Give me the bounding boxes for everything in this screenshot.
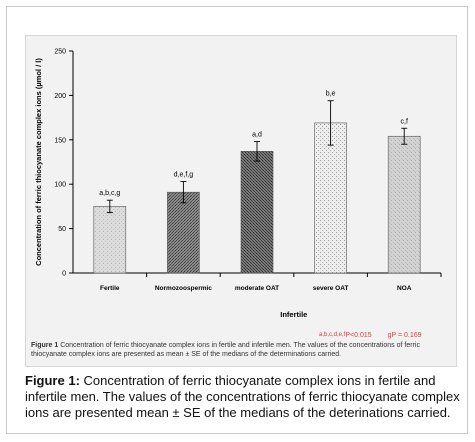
inner-caption-label: Figure 1 [31,342,59,349]
significance-a: P<0.015 [345,332,372,339]
bar-annotation-1: d,e,f,g [174,172,194,179]
y-tick-label: 50 [58,226,66,233]
significance-legend: a,b,c,d,e,fP<0.015 gP = 0.169 [319,331,422,340]
y-tick-label: 0 [62,271,66,278]
bar-annotation-4: c,f [401,118,408,125]
main-caption-label: Figure 1: [25,373,80,388]
figure-frame: 0 50 100 150 200 250 Concentration of ferric t… [6,6,468,434]
y-tick-label: 250 [54,49,66,56]
main-caption-text: Concentration of ferric thiocyanate comp… [25,373,460,420]
x-tick-label-0: Fertile [100,285,120,292]
y-tick-label: 100 [54,182,66,189]
x-tick-label-3: severe OAT [313,285,349,292]
bar-2 [240,151,274,274]
x-tick-label-1: Normozoospermic [155,285,212,292]
group-label: Infertile [280,310,307,319]
x-tick-label-2: moderate OAT [235,285,279,292]
bar-chart: 0 50 100 150 200 250 Concentration of ferric t… [34,49,442,319]
y-tick-label: 150 [54,137,66,144]
bar-annotation-2: a,d [252,132,262,139]
main-caption: Figure 1: Concentration of ferric thiocy… [25,373,465,421]
bar-annotation-0: a,b,c,g [99,190,120,197]
inner-caption: Figure 1 Concentration of ferric thiocya… [31,341,455,359]
bar-4 [387,135,421,274]
bar-0 [93,206,127,274]
significance-b: gP = 0.169 [387,332,422,339]
y-tick-label: 200 [54,93,66,100]
bar-3 [314,122,347,274]
significance-prefix: a,b,c,d,e,f [319,332,346,338]
inner-caption-text: Concentration of ferric thiocyanate comp… [31,342,420,358]
bar-annotation-3: b,e [326,91,336,98]
y-axis-title: Concentration of ferric thiocyanate comp… [34,58,43,266]
x-tick-label-4: NOA [397,285,412,292]
bar-1 [167,191,200,274]
